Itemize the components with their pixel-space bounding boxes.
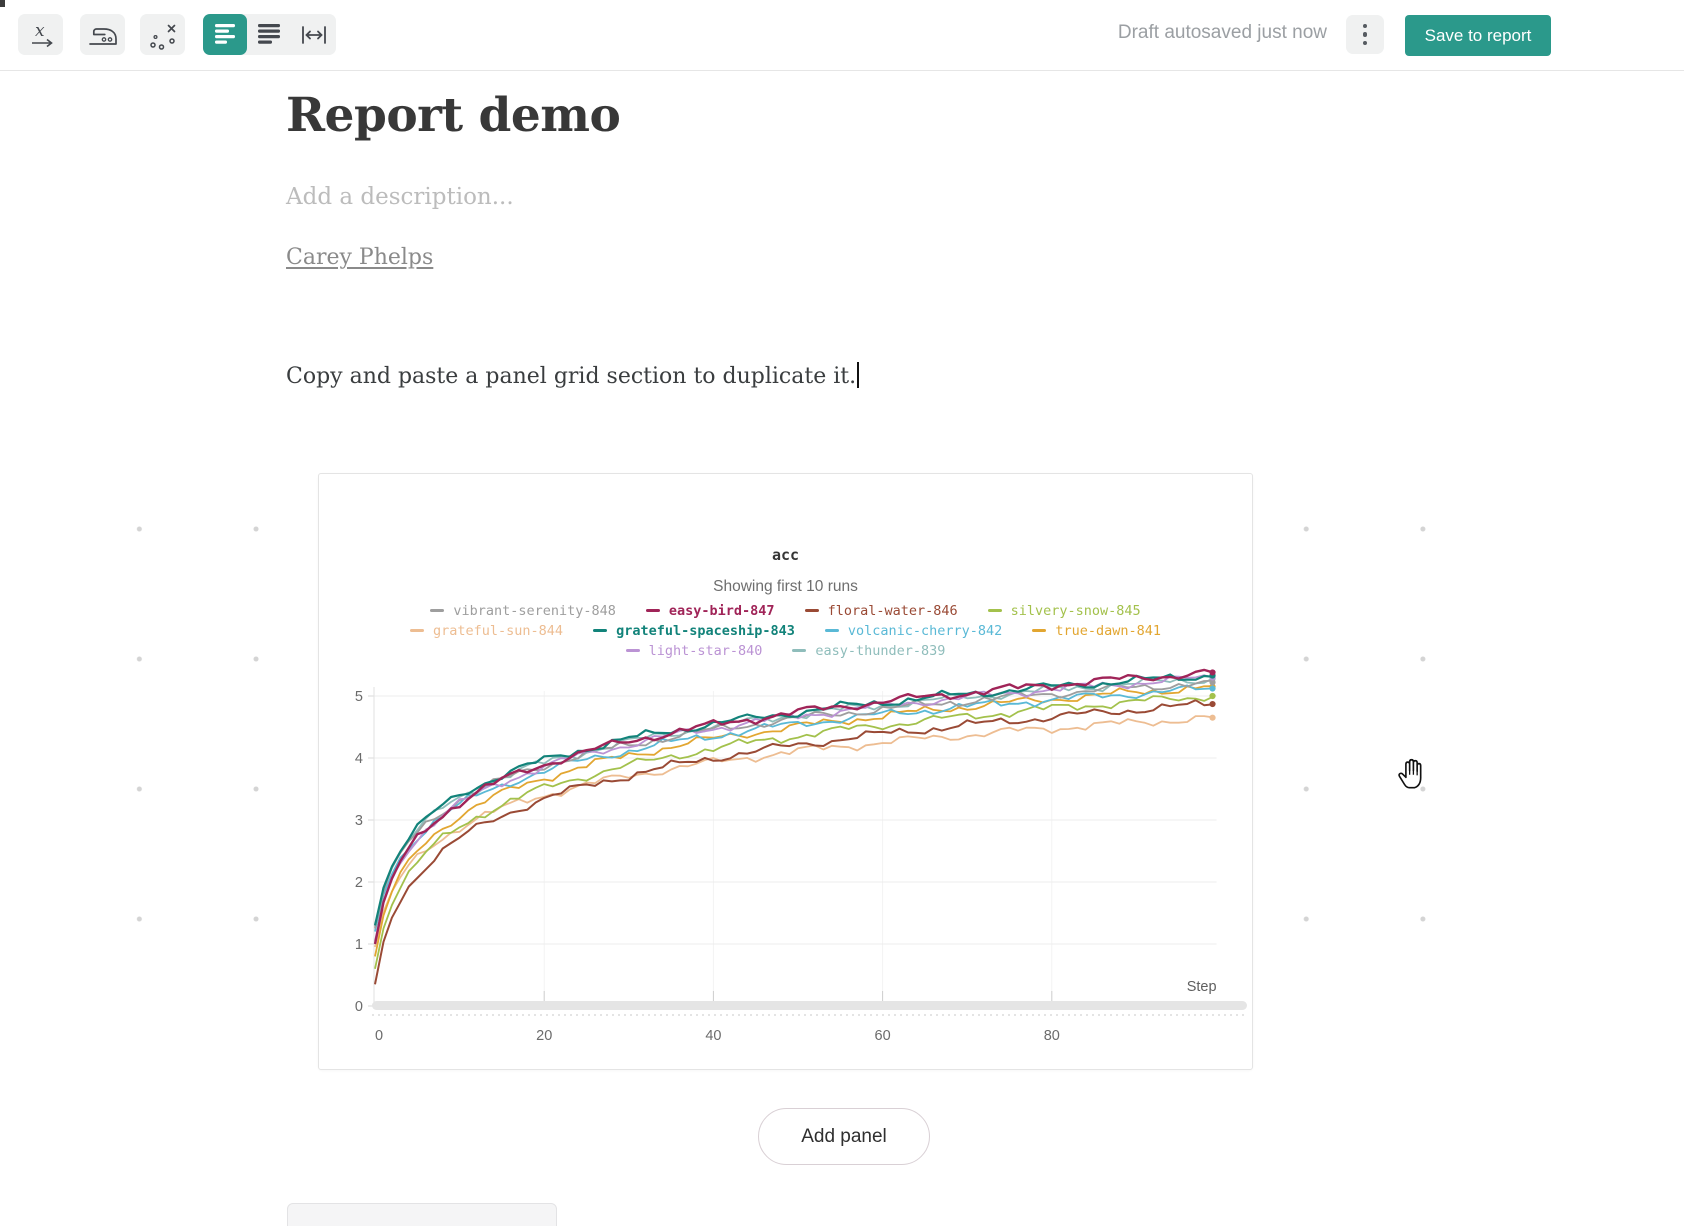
author-link[interactable]: Carey Phelps [286, 245, 434, 270]
width-medium-button[interactable] [247, 14, 291, 55]
svg-text:80: 80 [1044, 1028, 1060, 1044]
legend-run-name: easy-thunder-839 [815, 642, 946, 659]
legend-run-name: grateful-spaceship-843 [616, 622, 795, 639]
smoothing-button[interactable] [80, 14, 125, 55]
legend-swatch [410, 628, 425, 633]
x-axis-expression-icon: x [31, 21, 53, 47]
outlier-scatter-icon [149, 24, 175, 50]
svg-text:3: 3 [355, 813, 363, 829]
svg-text:60: 60 [875, 1028, 891, 1044]
outliers-button[interactable] [140, 14, 185, 55]
x-axis-range-slider[interactable] [372, 1001, 1247, 1010]
width-medium-icon [258, 23, 281, 44]
legend-item[interactable]: easy-bird-847 [645, 602, 775, 619]
legend-swatch [804, 608, 819, 613]
legend-swatch [430, 608, 445, 613]
screen-corner-artifact [0, 0, 5, 7]
svg-text:20: 20 [536, 1028, 552, 1044]
next-block-partial[interactable] [287, 1203, 557, 1226]
legend-run-name: grateful-sun-844 [433, 622, 564, 639]
svg-text:2: 2 [355, 875, 363, 891]
svg-text:1: 1 [355, 937, 363, 953]
body-text[interactable]: Copy and paste a panel grid section to d… [286, 362, 859, 389]
legend-swatch [824, 628, 839, 633]
top-toolbar: x [0, 0, 1684, 71]
add-panel-button[interactable]: Add panel [758, 1108, 930, 1165]
legend-run-name: volcanic-cherry-842 [847, 622, 1003, 639]
width-full-icon [301, 25, 326, 44]
chart-panel[interactable]: acc Showing first 10 runs vibrant-sereni… [318, 473, 1253, 1070]
chart-subtitle: Showing first 10 runs [713, 578, 858, 595]
chart-title: acc [771, 546, 800, 564]
legend-item[interactable]: volcanic-cherry-842 [824, 622, 1003, 639]
legend-swatch [987, 608, 1002, 613]
x-axis-expression-button[interactable]: x [18, 14, 63, 55]
kebab-icon [1362, 23, 1368, 29]
legend-row: grateful-sun-844 grateful-spaceship-843 vo… [410, 621, 1161, 640]
legend-item[interactable]: grateful-spaceship-843 [593, 623, 795, 639]
legend-swatch [792, 648, 807, 653]
svg-text:0: 0 [375, 1028, 383, 1044]
smoothing-iron-icon [88, 27, 117, 45]
legend-run-name: true-dawn-841 [1055, 622, 1161, 639]
svg-text:40: 40 [705, 1028, 721, 1044]
report-title[interactable]: Report demo [286, 88, 621, 143]
legend-item[interactable]: true-dawn-841 [1032, 623, 1161, 639]
legend-run-name: light-star-840 [648, 642, 763, 659]
more-options-button[interactable] [1346, 15, 1384, 54]
legend-run-name: silvery-snow-845 [1010, 602, 1141, 619]
legend-item[interactable]: grateful-sun-844 [410, 623, 563, 639]
autosave-status: Draft autosaved just now [1117, 22, 1327, 43]
width-full-button[interactable] [292, 14, 336, 55]
text-caret [857, 362, 859, 388]
legend-row: light-star-840 easy-thunder-839 [625, 641, 945, 660]
legend-item[interactable]: light-star-840 [625, 642, 763, 659]
svg-text:5: 5 [355, 689, 363, 705]
legend-row: vibrant-serenity-848 easy-bird-847 floral-… [430, 601, 1141, 620]
legend-swatch [593, 628, 608, 633]
legend-item[interactable]: silvery-snow-845 [987, 602, 1141, 619]
svg-text:Step: Step [1187, 979, 1217, 995]
width-small-button[interactable] [203, 14, 248, 55]
legend-run-name: vibrant-serenity-848 [453, 602, 616, 619]
legend-swatch [625, 648, 640, 653]
svg-text:0: 0 [355, 999, 363, 1015]
report-description-placeholder[interactable]: Add a description... [286, 184, 514, 210]
svg-text:4: 4 [355, 751, 363, 767]
svg-text:x: x [35, 21, 45, 41]
legend-item[interactable]: easy-thunder-839 [792, 643, 945, 659]
legend-item[interactable]: floral-water-846 [804, 602, 958, 619]
save-to-report-button[interactable]: Save to report [1405, 15, 1551, 56]
legend-run-name: floral-water-846 [827, 602, 958, 619]
panel-width-toggle-group [203, 14, 336, 55]
legend-swatch [645, 608, 660, 613]
chart-legend: vibrant-serenity-848 easy-bird-847 floral-… [319, 601, 1252, 660]
width-small-icon [215, 23, 236, 44]
legend-item[interactable]: vibrant-serenity-848 [430, 603, 616, 619]
legend-swatch [1032, 628, 1047, 633]
line-chart-plot[interactable]: 0 1 2 3 4 5 Step 0 20 40 60 80 [339, 659, 1251, 1051]
legend-run-name: easy-bird-847 [668, 602, 775, 619]
